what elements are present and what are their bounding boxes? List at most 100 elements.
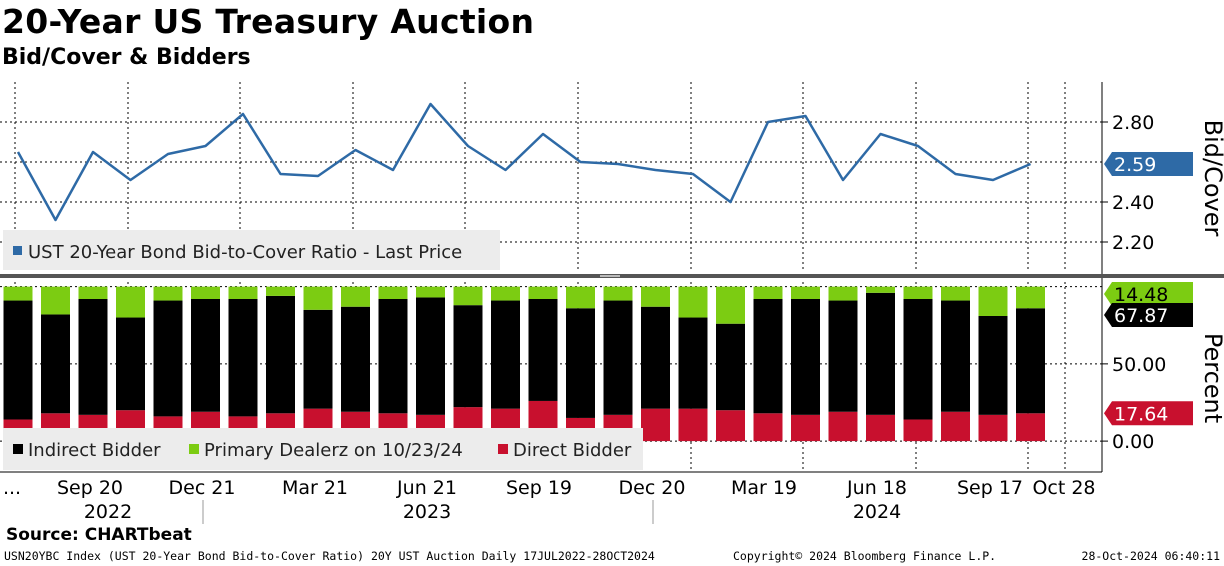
x-year-label: 2023 [403, 501, 451, 523]
chart-subtitle: Bid/Cover & Bidders [2, 45, 251, 70]
last-value-primary-bg [1104, 282, 1193, 306]
bar-indirect-bidder [116, 317, 145, 411]
x-tick-label: Dec 20 [619, 477, 686, 499]
bar-indirect-bidder [903, 298, 933, 420]
bar-primary-dealer [3, 286, 33, 301]
ytick-label-bottom: 50.00 [1112, 354, 1166, 376]
bar-indirect-bidder [866, 292, 895, 415]
source-label: Source: CHARTbeat [6, 525, 192, 545]
bar-primary-dealer [416, 286, 445, 298]
bar-primary-dealer [341, 286, 370, 307]
bar-indirect-bidder [828, 300, 858, 412]
bar-primary-dealer [828, 286, 858, 301]
x-tick-label: Dec 21 [169, 477, 236, 499]
chart-title: 20-Year US Treasury Auction [2, 2, 535, 41]
bar-direct-bidder [791, 414, 820, 442]
bar-primary-dealer [716, 286, 745, 324]
bar-indirect-bidder [678, 317, 708, 409]
legend-label-1: Primary Dealerz on 10/23/24 [204, 440, 463, 461]
bar-indirect-bidder [941, 300, 970, 412]
last-value-indirect-bg [1104, 303, 1193, 327]
y-axis-title-top: Bid/Cover [1199, 120, 1224, 237]
bar-indirect-bidder [528, 298, 558, 401]
bar-primary-dealer [453, 286, 483, 306]
last-value-direct-bg [1104, 401, 1193, 426]
bar-indirect-bidder [978, 315, 1008, 415]
bar-indirect-bidder [753, 298, 783, 414]
x-year-label: 2022 [84, 501, 132, 523]
bar-indirect-bidder [716, 323, 745, 411]
bar-primary-dealer [941, 286, 970, 301]
bar-direct-bidder [866, 414, 895, 442]
ytick-label-top: 2.40 [1112, 192, 1154, 214]
bar-primary-dealer [228, 286, 258, 299]
legend-swatch-0 [13, 444, 23, 454]
bid-cover-line [16, 102, 1031, 222]
y-axis-title-bottom: Percent [1199, 333, 1224, 423]
line-legend-box [3, 230, 500, 270]
bar-indirect-bidder [1016, 308, 1045, 414]
bar-primary-dealer [41, 286, 70, 315]
bar-primary-dealer [866, 286, 895, 293]
bar-primary-dealer [266, 286, 295, 296]
legend-label-2: Direct Bidder [513, 440, 632, 461]
bar-direct-bidder [828, 411, 858, 442]
bar-primary-dealer [753, 286, 783, 299]
bar-primary-dealer [566, 286, 595, 309]
footer-copyright: Copyright© 2024 Bloomberg Finance L.P. [733, 549, 997, 563]
x-tick-label: Mar 19 [731, 477, 797, 499]
bar-indirect-bidder [491, 300, 520, 409]
bar-direct-bidder [641, 408, 670, 442]
ytick-label-bottom: 0.00 [1112, 431, 1154, 453]
bar-legend-box [3, 428, 643, 470]
bar-primary-dealer [603, 286, 633, 301]
bar-indirect-bidder [416, 297, 445, 415]
ytick-label-top: 2.20 [1112, 232, 1154, 254]
bar-indirect-bidder [566, 308, 595, 418]
ytick-label-top: 2.80 [1112, 112, 1154, 134]
bar-primary-dealer [191, 286, 220, 299]
x-year-label: 2024 [853, 501, 901, 523]
x-tick-label: Sep 20 [57, 477, 123, 499]
bar-indirect-bidder [191, 298, 220, 412]
panel-divider-handle [600, 275, 620, 277]
last-value-bid-cover-bg [1104, 152, 1193, 176]
legend-swatch-bid-cover [13, 246, 22, 255]
footer-description: USN20YBC Index (UST 20-Year Bond Bid-to-… [4, 549, 655, 563]
bar-direct-bidder [678, 408, 708, 442]
x-tick-label: Sep 17 [957, 477, 1023, 499]
bar-primary-dealer [791, 286, 820, 299]
last-value-direct: 17.64 [1114, 403, 1168, 425]
bar-primary-dealer [378, 286, 408, 299]
bar-direct-bidder [903, 419, 933, 442]
bar-primary-dealer [978, 286, 1008, 316]
x-tick-label: Sep 19 [506, 477, 572, 499]
bar-primary-dealer [528, 286, 558, 299]
bar-primary-dealer [78, 286, 108, 299]
bar-primary-dealer [678, 286, 708, 318]
legend-label-bid-cover: UST 20-Year Bond Bid-to-Cover Ratio - La… [28, 242, 462, 263]
x-tick-label: ... [3, 477, 21, 499]
bar-primary-dealer [116, 286, 145, 318]
bar-indirect-bidder [78, 298, 108, 415]
bar-indirect-bidder [41, 314, 70, 414]
bar-direct-bidder [1016, 413, 1045, 442]
x-tick-label: Jun 21 [396, 477, 457, 499]
bar-primary-dealer [903, 286, 933, 299]
last-value-primary: 14.48 [1114, 284, 1168, 306]
bar-primary-dealer [641, 286, 670, 307]
bar-primary-dealer [303, 286, 333, 310]
bar-indirect-bidder [303, 309, 333, 409]
bar-direct-bidder [716, 410, 745, 442]
bar-indirect-bidder [453, 305, 483, 408]
bar-direct-bidder [978, 414, 1008, 442]
bar-indirect-bidder [791, 298, 820, 415]
bar-indirect-bidder [341, 306, 370, 412]
last-value-bid-cover: 2.59 [1114, 154, 1156, 176]
bar-indirect-bidder [603, 300, 633, 415]
x-tick-label: Jun 18 [846, 477, 907, 499]
bar-indirect-bidder [153, 300, 183, 417]
legend-swatch-2 [498, 444, 508, 454]
bar-direct-bidder [941, 411, 970, 442]
